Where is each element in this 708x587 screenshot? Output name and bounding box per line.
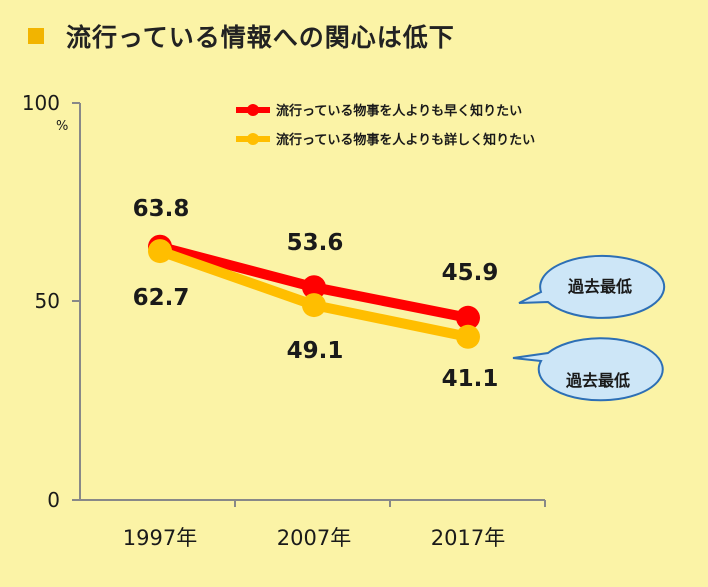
x-tick-label: 2017年: [431, 526, 505, 550]
callout-bubble: [512, 337, 664, 402]
x-tick-label: 1997年: [123, 526, 197, 550]
callout-bubble: [518, 254, 666, 319]
data-point: [302, 293, 326, 318]
data-point: [302, 275, 326, 300]
callout-label: 過去最低: [567, 277, 632, 296]
data-point: [456, 305, 480, 330]
legend-swatch-dot: [247, 133, 259, 145]
chart-title-row: 流行っている情報への関心は低下: [28, 14, 455, 58]
y-tick-label: 100: [22, 91, 60, 115]
callout-label: 過去最低: [565, 371, 630, 390]
x-tick-label: 2007年: [277, 526, 351, 550]
title-square-icon: [28, 28, 44, 44]
data-label: 53.6: [287, 230, 344, 256]
legend: 流行っている物事を人よりも早く知りたい 流行っている物事を人よりも詳しく知りたい: [236, 103, 535, 148]
y-tick-label: 50: [35, 289, 60, 313]
data-label: 63.8: [133, 196, 190, 222]
data-label: 45.9: [442, 260, 499, 286]
data-label: 49.1: [287, 338, 344, 364]
data-point: [148, 239, 172, 264]
y-unit-label: %: [56, 119, 68, 134]
data-point: [456, 324, 480, 349]
data-label: 62.7: [133, 285, 190, 311]
chart-title: 流行っている情報への関心は低下: [66, 23, 455, 52]
legend-swatch-dot: [247, 104, 259, 116]
data-label: 41.1: [442, 366, 499, 392]
callout-record-low: 過去最低: [512, 337, 664, 402]
y-tick-label: 0: [47, 488, 60, 512]
legend-entry: 流行っている物事を人よりも詳しく知りたい: [276, 132, 535, 148]
callout-record-low: 過去最低: [518, 254, 666, 319]
legend-entry: 流行っている物事を人よりも早く知りたい: [276, 103, 522, 119]
